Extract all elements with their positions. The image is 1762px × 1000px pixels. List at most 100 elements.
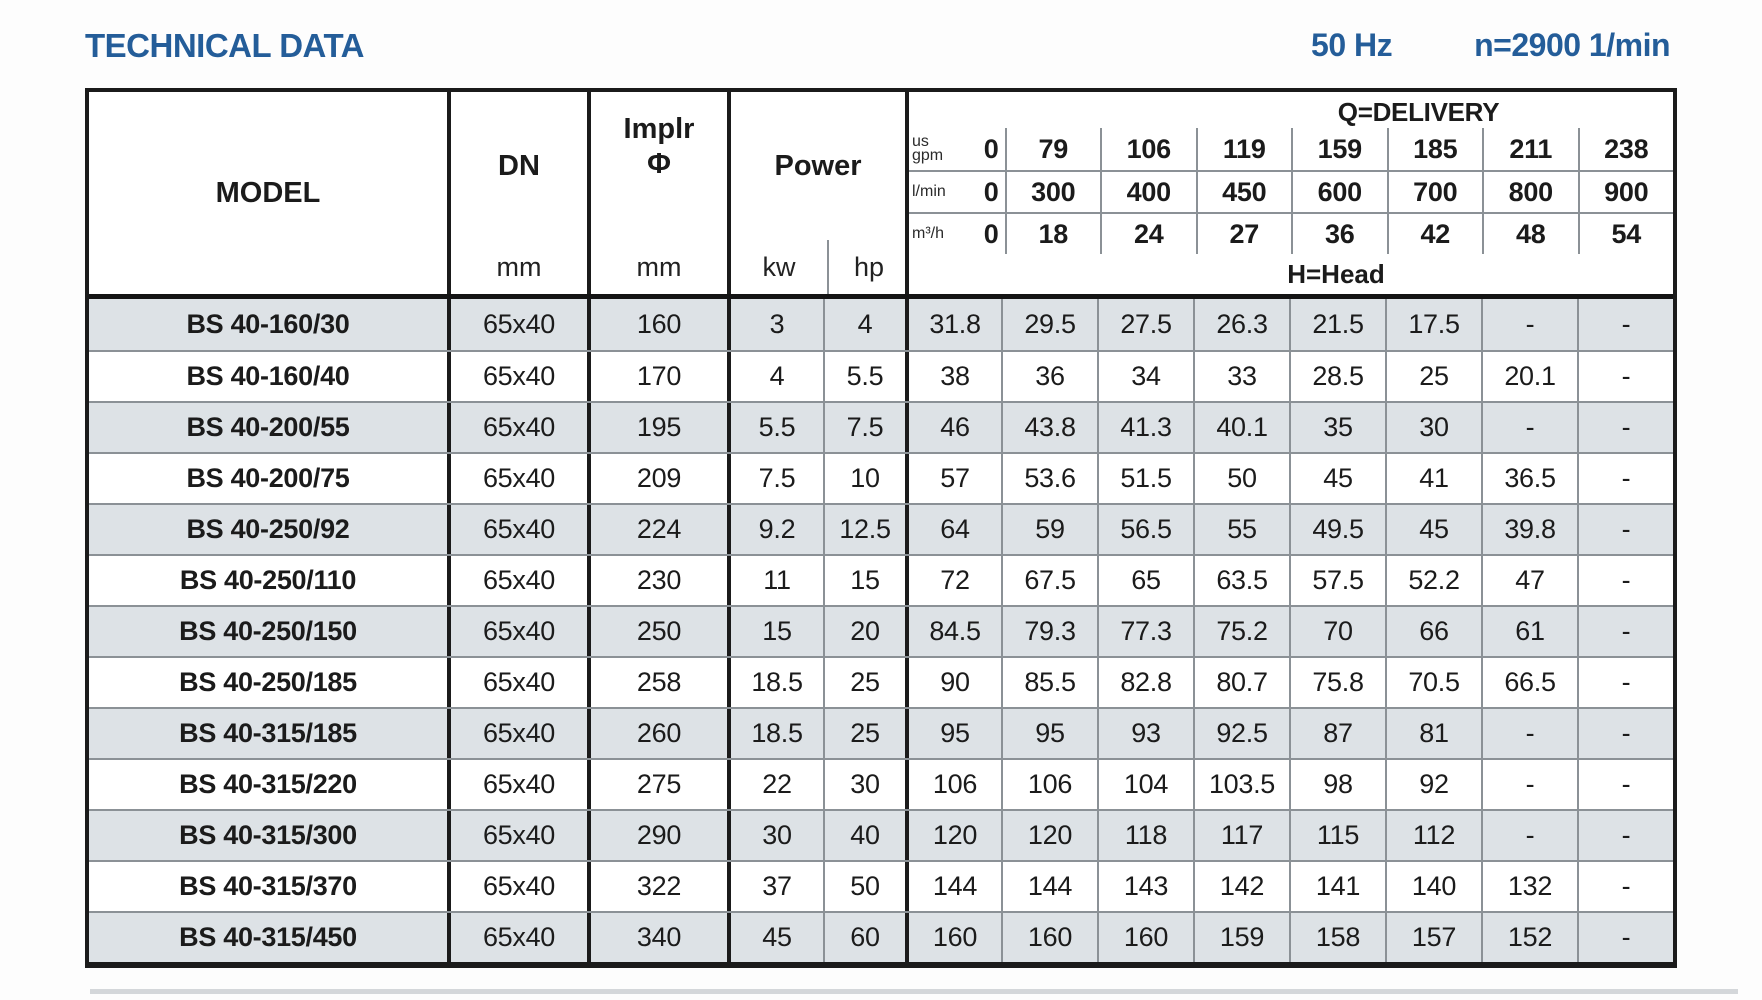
head-value-cell: 55 [1193,505,1289,554]
head-value-cell: 57 [905,454,1001,503]
head-value-cell: 141 [1289,862,1385,911]
dn-cell: 65x40 [447,862,587,911]
head-value-cell: - [1481,760,1577,809]
head-value-cell: 29.5 [1001,299,1097,350]
head-value-cell: 84.5 [905,607,1001,656]
head-value-cell: 43.8 [1001,403,1097,452]
flow-unit-rows: us gpm 0 79 106 119 159 185 211 238 l/min 0 300 400 4… [909,128,1673,254]
table-row: BS 40-315/450 65x40 340 45 60 160 160 160 159 158… [89,911,1673,962]
kw-cell: 30 [727,811,823,860]
head-value-cell: 160 [905,913,1001,962]
head-value-cell: 41 [1385,454,1481,503]
head-value-cell: 72 [905,556,1001,605]
hp-cell: 60 [823,913,905,962]
flow-value: 0 [983,176,999,207]
model-cell: BS 40-250/150 [179,616,357,646]
model-cell: BS 40-315/450 [179,922,357,952]
model-cell: BS 40-250/92 [186,514,350,544]
dn-cell: 65x40 [447,556,587,605]
kw-cell: 4 [727,352,823,401]
head-value-cell: 93 [1097,709,1193,758]
head-value-cell: 104 [1097,760,1193,809]
head-value-cell: 26.3 [1193,299,1289,350]
flow-value: 800 [1482,172,1578,212]
power-header-label: Power [774,149,862,182]
head-value-cell: 152 [1481,913,1577,962]
dn-cell: 65x40 [447,299,587,350]
flow-unit-row: l/min 0 300 400 450 600 700 800 900 [909,170,1673,212]
flow-unit-first-cell: us gpm 0 [909,128,1005,170]
power-units-row: kw hp [731,240,905,294]
hp-cell: 50 [823,862,905,911]
dn-cell: 65x40 [447,760,587,809]
head-value-cell: 59 [1001,505,1097,554]
table-row: BS 40-200/55 65x40 195 5.5 7.5 46 43.8 41.3 40.1… [89,401,1673,452]
head-value-cell: 106 [905,760,1001,809]
table-row: BS 40-315/220 65x40 275 22 30 106 106 104 103.5 9… [89,758,1673,809]
head-value-cell: 51.5 [1097,454,1193,503]
table-row: BS 40-160/30 65x40 160 3 4 31.8 29.5 27.5 26.3 21… [89,299,1673,350]
head-value-cell: 92 [1385,760,1481,809]
flow-unit-row: us gpm 0 79 106 119 159 185 211 238 [909,128,1673,170]
head-value-cell: 95 [1001,709,1097,758]
hp-cell: 20 [823,607,905,656]
head-value-cell: 158 [1289,913,1385,962]
head-value-cell: 57.5 [1289,556,1385,605]
head-value-cell: - [1481,811,1577,860]
kw-cell: 5.5 [727,403,823,452]
frequency-label: 50 Hz [1311,27,1393,63]
head-value-cell: 61 [1481,607,1577,656]
head-value-cell: 30 [1385,403,1481,452]
dn-header-cell: DN mm [447,92,587,294]
head-value-cell: 132 [1481,862,1577,911]
head-value-cell: 157 [1385,913,1481,962]
model-cell: BS 40-315/370 [179,871,357,901]
cropped-next-table-edge [90,989,1738,994]
flow-value: 0 [983,218,999,249]
flow-value: 238 [1577,128,1674,170]
head-value-cell: 28.5 [1289,352,1385,401]
head-value-cell: 75.2 [1193,607,1289,656]
impeller-unit-label: mm [636,251,682,282]
dn-cell: 65x40 [447,454,587,503]
flow-unit-row: m³/h 0 18 24 27 36 42 48 54 [909,212,1673,254]
flow-unit-first-cell: l/min 0 [909,172,1005,212]
head-value-cell: 33 [1193,352,1289,401]
flow-value: 900 [1577,172,1674,212]
kw-cell: 22 [727,760,823,809]
head-value-cell: 160 [1097,913,1193,962]
impeller-cell: 340 [587,913,727,962]
dn-cell: 65x40 [447,403,587,452]
head-value-cell: 159 [1193,913,1289,962]
head-value-cell: 31.8 [905,299,1001,350]
head-value-cell: 67.5 [1001,556,1097,605]
impeller-diameter-symbol: Φ [647,148,671,180]
head-value-cell: - [1577,299,1673,350]
flow-unit-label: m³/h [912,225,944,242]
flow-value: 400 [1100,172,1196,212]
head-value-cell: 90 [905,658,1001,707]
hp-cell: 25 [823,709,905,758]
head-value-cell: 40.1 [1193,403,1289,452]
flow-unit-label: l/min [912,183,946,200]
head-value-cell: 21.5 [1289,299,1385,350]
flow-value: 18 [1004,214,1101,254]
table-row: BS 40-160/40 65x40 170 4 5.5 38 36 34 33 28.5 25 20… [89,350,1673,401]
head-value-cell: - [1577,403,1673,452]
flow-unit-first-cell: m³/h 0 [909,214,1005,254]
power-hp-label: hp [827,240,909,294]
head-value-cell: 140 [1385,862,1481,911]
impeller-cell: 322 [587,862,727,911]
head-value-cell: 98 [1289,760,1385,809]
head-value-cell: 34 [1097,352,1193,401]
model-cell: BS 40-160/30 [186,309,350,339]
table-row: BS 40-315/300 65x40 290 30 40 120 120 118 117 115… [89,809,1673,860]
flow-value: 211 [1482,128,1578,170]
head-value-cell: - [1577,505,1673,554]
flow-value: 185 [1386,128,1483,170]
table-row: BS 40-315/185 65x40 260 18.5 25 95 95 93 92.5 87 8… [89,707,1673,758]
head-label: H=Head [1287,258,1385,289]
head-value-cell: - [1577,709,1673,758]
head-value-cell: 120 [905,811,1001,860]
head-value-cell: 95 [905,709,1001,758]
